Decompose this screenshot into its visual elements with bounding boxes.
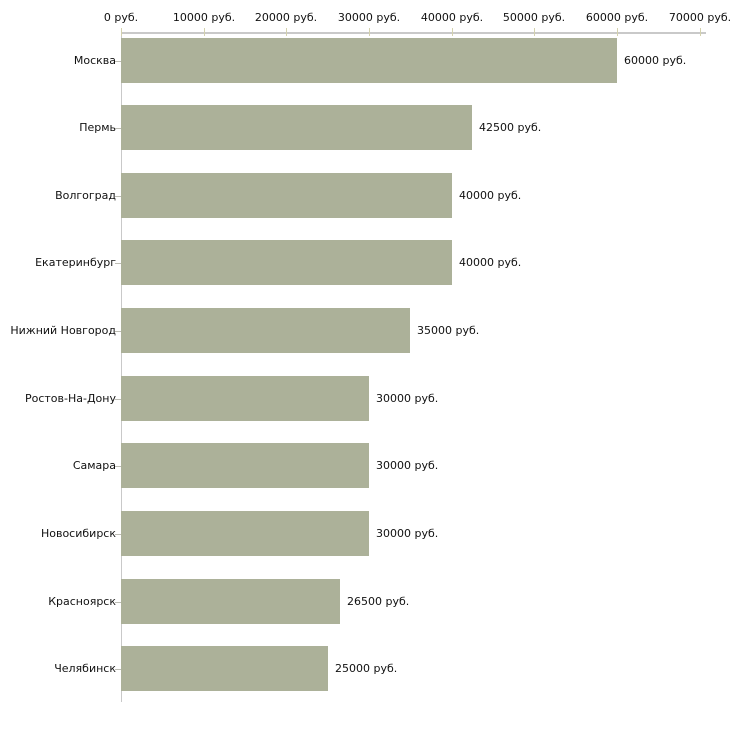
value-label: 40000 руб. bbox=[459, 189, 522, 202]
value-label: 60000 руб. bbox=[624, 54, 687, 67]
bar bbox=[121, 105, 472, 150]
x-axis-line bbox=[121, 32, 706, 34]
category-label: Екатеринбург bbox=[35, 256, 116, 269]
value-label: 30000 руб. bbox=[376, 527, 439, 540]
bar bbox=[121, 308, 410, 353]
category-tick bbox=[115, 602, 121, 603]
category-tick bbox=[115, 534, 121, 535]
category-tick bbox=[115, 196, 121, 197]
category-label: Москва bbox=[73, 54, 116, 67]
bar bbox=[121, 646, 328, 691]
category-label: Нижний Новгород bbox=[10, 324, 116, 337]
x-axis-tick-label: 60000 руб. bbox=[585, 11, 649, 24]
category-label: Красноярск bbox=[48, 595, 116, 608]
category-label: Пермь bbox=[79, 121, 116, 134]
x-axis-tick bbox=[534, 28, 535, 36]
category-tick bbox=[115, 263, 121, 264]
category-label: Волгоград bbox=[55, 189, 116, 202]
category-label: Ростов-На-Дону bbox=[24, 392, 116, 405]
value-label: 30000 руб. bbox=[376, 459, 439, 472]
x-axis-tick-label: 30000 руб. bbox=[337, 11, 401, 24]
x-axis-tick bbox=[369, 28, 370, 36]
category-label: Челябинск bbox=[54, 662, 116, 675]
value-label: 35000 руб. bbox=[417, 324, 480, 337]
category-tick bbox=[115, 399, 121, 400]
value-label: 25000 руб. bbox=[335, 662, 398, 675]
x-axis-tick-label: 0 руб. bbox=[103, 11, 139, 24]
category-label: Самара bbox=[72, 459, 116, 472]
x-axis-tick bbox=[121, 28, 122, 36]
x-axis-tick-label: 50000 руб. bbox=[502, 11, 566, 24]
bar bbox=[121, 173, 452, 218]
category-tick bbox=[115, 331, 121, 332]
category-tick bbox=[115, 128, 121, 129]
x-axis-tick bbox=[286, 28, 287, 36]
x-axis-tick-label: 20000 руб. bbox=[254, 11, 318, 24]
x-axis-tick bbox=[452, 28, 453, 36]
category-tick bbox=[115, 61, 121, 62]
bar bbox=[121, 240, 452, 285]
category-label: Новосибирск bbox=[40, 527, 116, 540]
x-axis-tick-label: 70000 руб. bbox=[668, 11, 730, 24]
bar bbox=[121, 443, 369, 488]
x-axis-tick-label: 40000 руб. bbox=[420, 11, 484, 24]
value-label: 26500 руб. bbox=[347, 595, 410, 608]
bar bbox=[121, 38, 617, 83]
value-label: 40000 руб. bbox=[459, 256, 522, 269]
bar bbox=[121, 511, 369, 556]
x-axis-tick bbox=[700, 28, 701, 36]
x-axis-tick bbox=[204, 28, 205, 36]
x-axis-tick-label: 10000 руб. bbox=[172, 11, 236, 24]
category-tick bbox=[115, 466, 121, 467]
value-label: 42500 руб. bbox=[479, 121, 542, 134]
value-label: 30000 руб. bbox=[376, 392, 439, 405]
bar bbox=[121, 376, 369, 421]
x-axis-tick bbox=[617, 28, 618, 36]
bar bbox=[121, 579, 340, 624]
category-tick bbox=[115, 669, 121, 670]
y-axis-line bbox=[121, 32, 122, 702]
